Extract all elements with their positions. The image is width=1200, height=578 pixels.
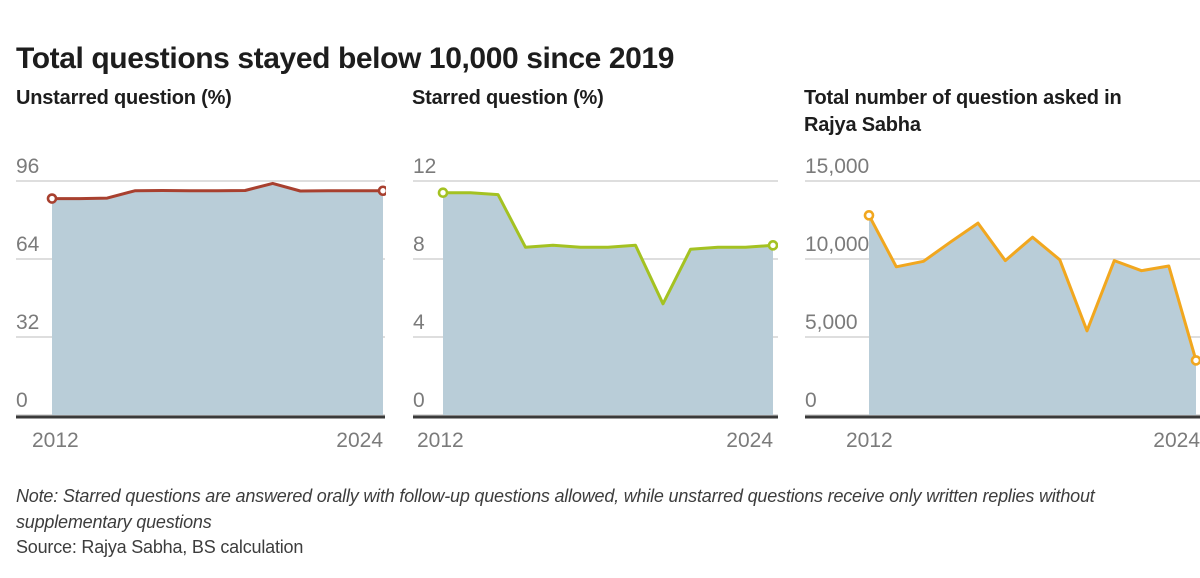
footnote: Note: Starred questions are answered ora…	[16, 486, 1095, 532]
endpoint-marker	[1190, 355, 1200, 366]
chart-title-total: Total number of question asked in Rajya …	[804, 85, 1200, 140]
endpoint-marker	[767, 240, 778, 251]
charts-row: Unstarred question (%) 96 64 32 0 2012 2024 S…	[16, 85, 1200, 456]
area-fill	[869, 215, 1196, 415]
y-tick-label: 96	[16, 155, 39, 178]
data-line	[441, 191, 775, 306]
chart-title-starred: Starred question (%)	[412, 85, 778, 140]
y-tick-label: 0	[413, 389, 425, 412]
x-tick-label: 2012	[417, 429, 464, 452]
area-fill	[443, 192, 773, 415]
x-tick-label: 2012	[32, 429, 79, 452]
endpoint-marker	[863, 210, 875, 221]
y-tick-label: 64	[16, 233, 40, 256]
x-tick-label: 2012	[846, 429, 893, 452]
x-tick-label: 2024	[336, 429, 383, 452]
chart-unstarred-percent: Unstarred question (%) 96 64 32 0 2012 2024	[16, 85, 386, 456]
chart-svg-starred: 12 8 4 0 2012 2024	[413, 155, 778, 452]
y-tick-label: 0	[805, 389, 817, 412]
y-tick-label: 0	[16, 389, 28, 412]
y-tick-label: 12	[413, 155, 436, 178]
chart-title-unstarred: Unstarred question (%)	[16, 85, 386, 140]
y-tick-label: 10,000	[805, 233, 869, 256]
endpoint-marker	[46, 193, 58, 204]
source-line: Source: Rajya Sabha, BS calculation	[16, 537, 304, 557]
chart-title-line: Starred question (%)	[412, 87, 604, 109]
x-tick-label: 2024	[726, 429, 773, 452]
chart-svg-total: 15,000 10,000 5,000 0 2012 2024	[805, 155, 1200, 452]
endpoint-marker	[437, 187, 449, 199]
chart-title-line2: Rajya Sabha	[804, 114, 921, 136]
data-line	[50, 181, 385, 201]
y-tick-label: 4	[413, 311, 425, 334]
y-tick-label: 15,000	[805, 155, 869, 178]
chart-starred-percent: Starred question (%) 12 8 4 0 2012 2024	[412, 85, 778, 456]
x-tick-label: 2024	[1153, 429, 1200, 452]
chart-total-questions: Total number of question asked in Rajya …	[804, 85, 1200, 456]
y-tick-label: 5,000	[805, 311, 858, 334]
endpoint-marker	[377, 185, 386, 197]
chart-title-line: Unstarred question (%)	[16, 87, 232, 109]
y-tick-label: 8	[413, 233, 425, 256]
page-title: Total questions stayed below 10,000 sinc…	[16, 42, 674, 76]
chart-title-line: Total number of question asked in	[804, 87, 1122, 109]
area-fill	[52, 183, 383, 415]
data-line	[867, 213, 1198, 362]
y-tick-label: 32	[16, 311, 39, 334]
